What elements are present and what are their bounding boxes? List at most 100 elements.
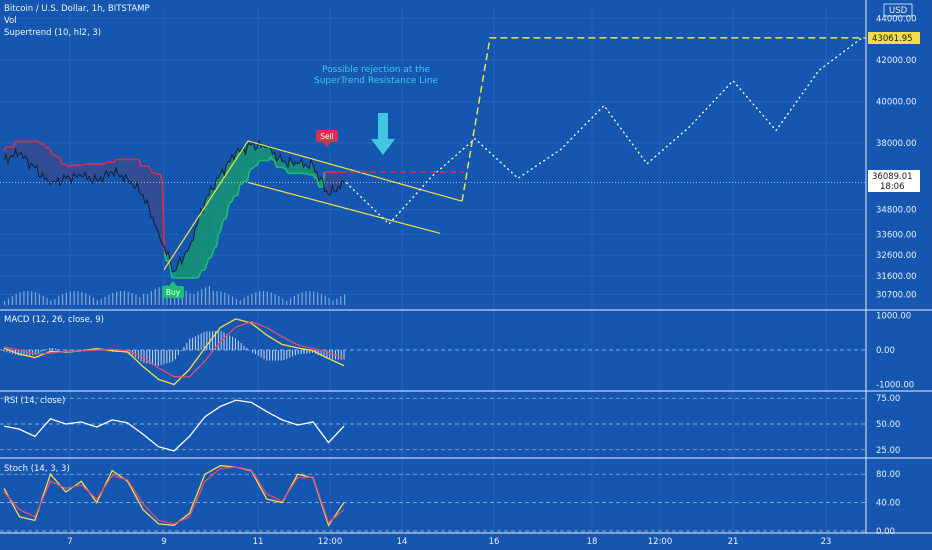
supertrend-fill-segment (98, 164, 101, 181)
volume-bar (320, 293, 323, 305)
supertrend-fill-segment (42, 144, 45, 180)
buy-badge-pointer-icon (169, 281, 177, 286)
supertrend-fill-segment (85, 164, 88, 180)
volume-bar (332, 300, 334, 305)
supertrend-fill-segment (87, 164, 89, 180)
supertrend-fill-segment (270, 148, 273, 161)
supertrend-fill (4, 141, 344, 278)
supertrend-fill-segment (237, 148, 240, 196)
stoch-tick-label: 40.00 (876, 499, 900, 509)
target-breakout-line (461, 37, 866, 202)
supertrend-fill-segment (92, 164, 95, 184)
supertrend-fill-segment (52, 154, 55, 182)
supertrend-fill-segment (27, 141, 30, 169)
sell-badge[interactable] (316, 130, 338, 142)
target-price-value: 43061.95 (872, 34, 913, 44)
volume-bar (340, 296, 342, 305)
volume-bar (46, 298, 48, 305)
supertrend-fill-segment (185, 251, 188, 278)
supertrend-segment (47, 147, 51, 151)
price-tick-label: 33600.00 (876, 230, 917, 240)
stoch-tick-label: 0.00 (876, 527, 895, 537)
target-price-tag[interactable] (868, 32, 920, 44)
supertrend-fill-segment (334, 172, 337, 192)
volume-bar (69, 291, 71, 305)
supertrend-segment (65, 163, 69, 167)
supertrend-fill-segment (175, 264, 178, 278)
supertrend-fill-segment (102, 164, 105, 183)
supertrend-fill-segment (79, 165, 82, 177)
current-price-tag[interactable] (868, 170, 920, 192)
supertrend-fill-segment (61, 164, 64, 182)
supertrend-fill-segment (297, 162, 300, 174)
supertrend-fill-segment (145, 166, 147, 204)
supertrend-fill-segment (29, 141, 32, 169)
axes: 44000.00 42000.00 40000.00 38000.00 34800.00… (67, 14, 916, 547)
supertrend-fill-segment (131, 159, 134, 187)
supertrend-fill-segment (40, 144, 43, 178)
time-tick-label: 7 (67, 537, 72, 547)
volume-bar (11, 296, 13, 305)
supertrend-fill-segment (148, 166, 151, 218)
supertrend-fill-segment (83, 164, 86, 178)
price-tick-label: 30700.00 (876, 291, 917, 301)
supertrend-segment (206, 257, 210, 265)
volume-bar (185, 290, 187, 305)
supertrend-fill-segment (187, 246, 190, 278)
volume-bar (23, 291, 25, 305)
price-tick-label: 38000.00 (876, 139, 917, 149)
supertrend-segment (49, 149, 54, 156)
supertrend-segment (221, 218, 225, 224)
uptrend-line (163, 140, 249, 271)
supertrend-fill-segment (195, 225, 198, 278)
volume-bar (108, 294, 110, 305)
stoch-label: Stoch (14, 3, 3) (4, 464, 70, 474)
volume-bar (50, 300, 52, 305)
supertrend-fill-segment (208, 186, 211, 259)
supertrend-fill-segment (158, 174, 161, 241)
volume-bar (19, 292, 21, 305)
supertrend-fill-segment (65, 164, 68, 179)
volume-bar (27, 291, 29, 305)
volume-bar (251, 293, 253, 305)
supertrend-fill-segment (243, 148, 246, 182)
supertrend-segment (38, 140, 42, 145)
supertrend-fill-segment (54, 154, 57, 183)
supertrend-fill-segment (224, 165, 227, 219)
time-tick-label: 18 (587, 537, 598, 547)
supertrend-fill-segment (44, 144, 47, 180)
supertrend-fill-segment (139, 159, 142, 195)
supertrend-fill-segment (264, 147, 267, 161)
supertrend-segment (103, 161, 107, 165)
supertrend-segment (82, 163, 86, 166)
buy-badge[interactable] (162, 286, 184, 298)
supertrend-fill-segment (231, 154, 234, 202)
annotation-line-2: SuperTrend Resistance Line (314, 76, 438, 86)
supertrend-fill-segment (189, 241, 192, 278)
supertrend-fill-segment (96, 164, 99, 181)
supertrend-segment (215, 233, 220, 247)
sell-badge-pointer-icon (323, 142, 331, 147)
stoch-d-line (3, 466, 345, 525)
supertrend-fill-segment (255, 148, 258, 166)
supertrend-fill-segment (282, 161, 285, 168)
supertrend-segment (231, 195, 235, 203)
volume-bar (158, 287, 160, 305)
supertrend-fill-segment (104, 162, 107, 175)
supertrend-fill-segment (9, 146, 12, 158)
supertrend-fill-segment (50, 150, 53, 185)
time-tick-label: 12:00 (648, 537, 673, 547)
supertrend-fill-segment (17, 141, 20, 157)
macd-tick-label: 1000.00 (876, 311, 911, 321)
currency-label[interactable]: USD (889, 6, 908, 16)
supertrend-fill-segment (235, 148, 238, 196)
supertrend-fill-segment (226, 161, 229, 219)
volume-bar (42, 295, 44, 305)
supertrend-fill-segment (25, 141, 28, 159)
rsi-tick-label: 50.00 (876, 420, 900, 430)
supertrend-fill-segment (48, 147, 51, 185)
volume-bar (123, 291, 125, 305)
volume-bar (266, 291, 268, 305)
supertrend-segment (148, 165, 152, 171)
